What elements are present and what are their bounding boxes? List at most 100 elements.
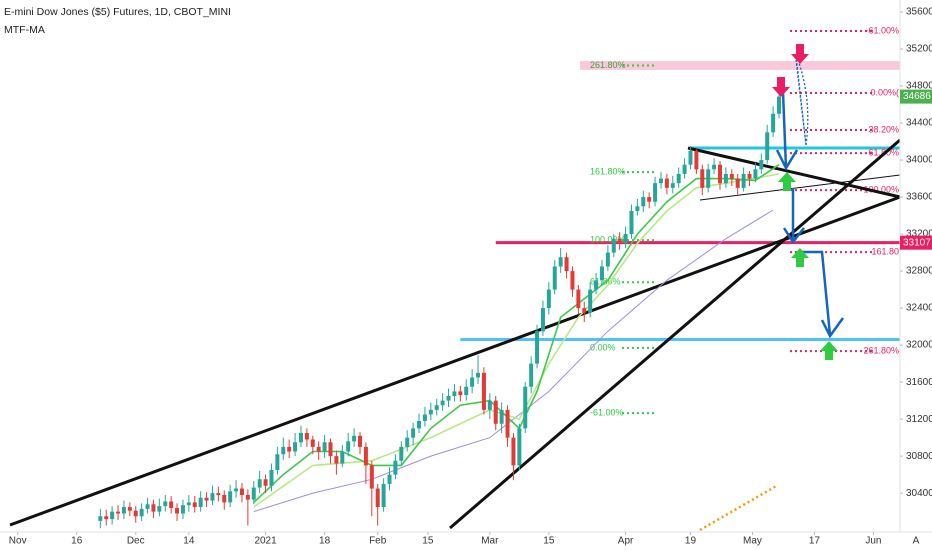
- candle-body: [558, 257, 563, 267]
- x-tick-label: 14: [183, 536, 195, 547]
- candle-body: [676, 173, 681, 184]
- candle-body: [759, 160, 764, 170]
- y-tick-label: 34800: [906, 81, 932, 92]
- x-tick-label: Feb: [369, 536, 387, 547]
- candle-body: [576, 289, 581, 309]
- y-tick-label: 34400: [906, 118, 932, 129]
- candle-body: [747, 173, 752, 179]
- candle-body: [688, 150, 693, 165]
- candle-body: [588, 289, 593, 313]
- candle-body: [635, 206, 640, 211]
- candle-body: [464, 386, 469, 396]
- candle-body: [629, 210, 634, 235]
- candle-body: [529, 363, 534, 387]
- candle-body: [121, 507, 126, 514]
- candle-body: [175, 507, 180, 514]
- candle-body: [658, 178, 663, 184]
- candle-body: [605, 252, 610, 267]
- candle-body: [417, 420, 422, 429]
- candle-body: [157, 506, 162, 512]
- up-arrow: [791, 248, 809, 267]
- candle-body: [363, 446, 368, 466]
- candle-body: [269, 470, 274, 486]
- last-price-label: 34686: [903, 91, 931, 102]
- candle-body: [263, 479, 268, 486]
- candle-body: [275, 454, 280, 471]
- candle-body: [735, 178, 740, 188]
- candle-body: [458, 391, 463, 396]
- candle-body: [411, 428, 416, 438]
- candle-body: [110, 511, 115, 520]
- candle-body: [753, 169, 758, 179]
- candle-body: [617, 238, 622, 244]
- candle-body: [116, 511, 121, 514]
- candle-body: [304, 433, 309, 440]
- fib-label: 161.80%: [590, 166, 626, 176]
- candle-body: [358, 435, 362, 447]
- down-arrow: [772, 77, 790, 97]
- candle-body: [511, 437, 516, 466]
- trendline: [699, 174, 901, 201]
- candle-body: [552, 266, 557, 290]
- x-tick-label: 15: [543, 536, 555, 547]
- arrow: [782, 188, 805, 245]
- candle-body: [723, 173, 728, 184]
- y-tick-label: 33600: [906, 192, 932, 203]
- y-tick-label: 34000: [906, 155, 932, 166]
- y-tick-label: 31600: [906, 377, 932, 388]
- candle-body: [422, 414, 427, 421]
- y-tick-label: 30800: [906, 451, 932, 462]
- candle-body: [204, 497, 209, 501]
- signal-arrows: [772, 44, 838, 360]
- candle-body: [381, 483, 386, 508]
- arrow: [775, 91, 799, 171]
- candle-body: [198, 497, 203, 508]
- x-tick-label: Dec: [127, 536, 145, 547]
- fib-label: 0.00%(: [870, 87, 899, 97]
- candle-body: [287, 446, 292, 452]
- candle-body: [139, 508, 144, 517]
- candle-body: [186, 502, 191, 506]
- fib-label: 100.00%: [863, 185, 899, 195]
- candle-body: [706, 169, 711, 188]
- candle-body: [664, 178, 669, 188]
- candle-body: [216, 493, 221, 495]
- candle-body: [523, 386, 528, 429]
- candle-body: [180, 505, 185, 514]
- candle-body: [145, 504, 150, 509]
- chart-title: E-mini Dow Jones ($5) Futures, 1D, CBOT_…: [4, 6, 231, 18]
- fib-label: 100.00%: [590, 234, 626, 244]
- candle-body: [352, 435, 357, 442]
- x-tick-label: Apr: [618, 536, 634, 547]
- y-tick-label: 30400: [906, 488, 932, 499]
- candle-body: [594, 280, 599, 290]
- candle-body: [476, 372, 481, 378]
- moving-average: [253, 164, 780, 503]
- candle-body: [487, 400, 492, 410]
- y-tick-label: 32800: [906, 266, 932, 277]
- axis-mode[interactable]: A: [913, 536, 920, 547]
- level-price-label: 33107: [903, 237, 931, 248]
- fib-band-label: 261.80%: [590, 60, 626, 70]
- candle-body: [346, 441, 351, 452]
- candle-body: [222, 494, 227, 503]
- candle-body: [239, 488, 244, 495]
- candle-body: [334, 456, 339, 464]
- fib-label: 161.80: [871, 246, 899, 256]
- moving-average: [253, 209, 774, 513]
- candle-body: [481, 372, 486, 410]
- candle-body: [582, 308, 587, 313]
- fib-label: -61.00%: [865, 25, 899, 35]
- candle-body: [771, 113, 776, 133]
- candle-body: [499, 409, 504, 424]
- candle-body: [387, 474, 392, 484]
- x-tick-label: Jun: [865, 536, 881, 547]
- candle-body: [505, 409, 510, 438]
- candle-body: [446, 395, 451, 401]
- candle-body: [535, 331, 540, 364]
- dotted-arrow: [795, 54, 807, 146]
- candle-body: [251, 487, 256, 500]
- level-price-box: [900, 235, 932, 250]
- candle-body: [316, 446, 321, 452]
